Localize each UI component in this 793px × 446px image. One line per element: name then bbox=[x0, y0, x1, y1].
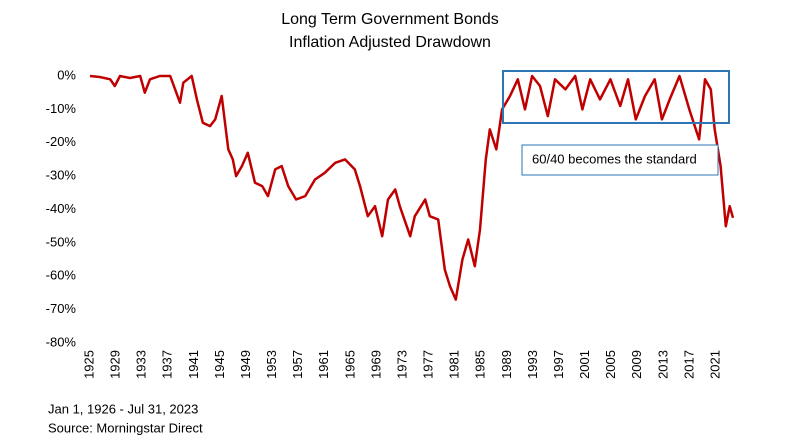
x-tick-label: 1933 bbox=[134, 350, 149, 379]
x-tick-label: 1949 bbox=[238, 350, 253, 379]
x-tick-label: 1965 bbox=[342, 350, 357, 379]
x-tick-label: 1977 bbox=[421, 350, 436, 379]
y-tick-label: -20% bbox=[46, 134, 77, 149]
data-line bbox=[89, 74, 735, 301]
x-tick-label: 2013 bbox=[655, 350, 670, 379]
highlight-box bbox=[502, 70, 730, 124]
x-tick-label: 1961 bbox=[316, 350, 331, 379]
y-tick-label: -80% bbox=[46, 334, 77, 349]
annotation-box bbox=[521, 144, 719, 176]
chart-subtitle: Inflation Adjusted Drawdown bbox=[289, 34, 491, 51]
y-tick-label: -50% bbox=[46, 234, 77, 249]
chart-title: Long Term Government Bonds bbox=[281, 11, 499, 28]
y-tick-label: -70% bbox=[46, 301, 77, 316]
x-tick-label: 1925 bbox=[81, 350, 96, 379]
x-tick-label: 1929 bbox=[108, 350, 123, 379]
x-tick-label: 1997 bbox=[551, 350, 566, 379]
x-tick-label: 1945 bbox=[212, 350, 227, 379]
x-tick-label: 1989 bbox=[499, 350, 514, 379]
x-tick-label: 2005 bbox=[603, 350, 618, 379]
y-tick-label: 0% bbox=[57, 67, 76, 82]
y-tick-label: -40% bbox=[46, 201, 77, 216]
y-tick-label: -60% bbox=[46, 268, 77, 283]
x-tick-label: 1941 bbox=[186, 350, 201, 379]
footnote: Jan 1, 1926 - Jul 31, 2023 bbox=[48, 401, 198, 416]
x-tick-label: 1953 bbox=[264, 350, 279, 379]
x-tick-label: 1969 bbox=[368, 350, 383, 379]
y-tick-label: -30% bbox=[46, 168, 77, 183]
x-tick-label: 1957 bbox=[290, 350, 305, 379]
x-tick-label: 1973 bbox=[394, 350, 409, 379]
x-tick-label: 2017 bbox=[681, 350, 696, 379]
annotation: 60/40 becomes the standard bbox=[532, 151, 697, 166]
x-tick-label: 1981 bbox=[447, 350, 462, 379]
x-tick-label: 1993 bbox=[525, 350, 540, 379]
footnote: Source: Morningstar Direct bbox=[48, 420, 203, 435]
x-tick-label: 2001 bbox=[577, 350, 592, 379]
x-tick-label: 2009 bbox=[629, 350, 644, 379]
y-tick-label: -10% bbox=[46, 101, 77, 116]
x-tick-label: 1985 bbox=[473, 350, 488, 379]
x-tick-label: 1937 bbox=[160, 350, 175, 379]
x-tick-label: 2021 bbox=[707, 350, 722, 379]
